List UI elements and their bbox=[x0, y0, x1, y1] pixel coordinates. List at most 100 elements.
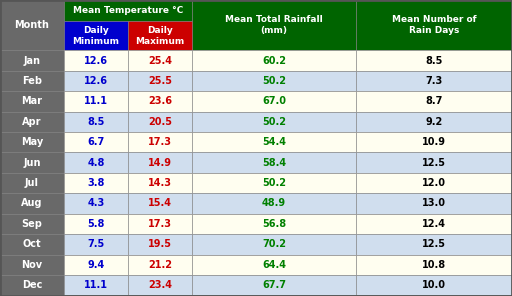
Bar bbox=[64, 275, 128, 295]
Bar bbox=[356, 173, 512, 193]
Bar bbox=[356, 234, 512, 255]
Text: 15.4: 15.4 bbox=[148, 199, 172, 208]
Bar bbox=[64, 132, 128, 152]
Text: Jun: Jun bbox=[23, 158, 41, 168]
Text: Mean Total Rainfall
(mm): Mean Total Rainfall (mm) bbox=[225, 15, 323, 35]
Text: 14.9: 14.9 bbox=[148, 158, 172, 168]
Bar bbox=[192, 0, 356, 50]
Bar bbox=[128, 71, 192, 91]
Text: 12.5: 12.5 bbox=[422, 239, 446, 249]
Bar bbox=[0, 71, 64, 91]
Bar bbox=[356, 91, 512, 112]
Text: 67.7: 67.7 bbox=[262, 280, 286, 290]
Text: Aug: Aug bbox=[22, 199, 42, 208]
Text: 8.5: 8.5 bbox=[88, 117, 104, 127]
Bar bbox=[0, 275, 64, 295]
Text: 8.7: 8.7 bbox=[425, 96, 442, 106]
Bar bbox=[192, 71, 356, 91]
Text: 9.4: 9.4 bbox=[88, 260, 104, 270]
Text: 13.0: 13.0 bbox=[422, 199, 446, 208]
Text: Dec: Dec bbox=[22, 280, 42, 290]
Text: 23.4: 23.4 bbox=[148, 280, 172, 290]
Bar bbox=[128, 112, 192, 132]
Bar bbox=[0, 193, 64, 214]
Bar bbox=[356, 152, 512, 173]
Bar bbox=[356, 50, 512, 71]
Bar bbox=[356, 275, 512, 295]
Text: Mar: Mar bbox=[22, 96, 42, 106]
Text: 20.5: 20.5 bbox=[148, 117, 172, 127]
Text: 58.4: 58.4 bbox=[262, 158, 286, 168]
Bar bbox=[0, 50, 64, 71]
Bar bbox=[64, 173, 128, 193]
Text: Oct: Oct bbox=[23, 239, 41, 249]
Text: 48.9: 48.9 bbox=[262, 199, 286, 208]
Text: 6.7: 6.7 bbox=[88, 137, 104, 147]
Bar bbox=[356, 71, 512, 91]
Bar bbox=[356, 112, 512, 132]
Text: 7.5: 7.5 bbox=[88, 239, 104, 249]
Bar bbox=[64, 214, 128, 234]
Bar bbox=[192, 152, 356, 173]
Text: Month: Month bbox=[14, 20, 50, 30]
Bar bbox=[192, 255, 356, 275]
Text: 8.5: 8.5 bbox=[425, 56, 442, 65]
Bar bbox=[0, 0, 64, 50]
Bar bbox=[0, 234, 64, 255]
Bar bbox=[0, 132, 64, 152]
Text: 10.0: 10.0 bbox=[422, 280, 446, 290]
Text: 7.3: 7.3 bbox=[425, 76, 442, 86]
Bar bbox=[192, 50, 356, 71]
Bar bbox=[128, 173, 192, 193]
Text: 64.4: 64.4 bbox=[262, 260, 286, 270]
Bar bbox=[0, 152, 64, 173]
Text: 11.1: 11.1 bbox=[84, 280, 108, 290]
Text: Nov: Nov bbox=[22, 260, 42, 270]
Text: 70.2: 70.2 bbox=[262, 239, 286, 249]
Text: 25.4: 25.4 bbox=[148, 56, 172, 65]
Bar bbox=[64, 0, 192, 21]
Text: Jan: Jan bbox=[24, 56, 40, 65]
Bar bbox=[128, 193, 192, 214]
Text: 4.3: 4.3 bbox=[88, 199, 104, 208]
Bar bbox=[64, 193, 128, 214]
Bar bbox=[128, 275, 192, 295]
Text: 10.8: 10.8 bbox=[422, 260, 446, 270]
Text: Daily
Minimum: Daily Minimum bbox=[73, 26, 119, 46]
Text: 12.5: 12.5 bbox=[422, 158, 446, 168]
Text: 12.0: 12.0 bbox=[422, 178, 446, 188]
Text: 5.8: 5.8 bbox=[88, 219, 104, 229]
Text: Mean Temperature °C: Mean Temperature °C bbox=[73, 6, 183, 15]
Bar bbox=[128, 50, 192, 71]
Text: 9.2: 9.2 bbox=[425, 117, 442, 127]
Bar bbox=[64, 91, 128, 112]
Bar bbox=[128, 152, 192, 173]
Bar bbox=[356, 255, 512, 275]
Bar bbox=[356, 193, 512, 214]
Bar bbox=[64, 255, 128, 275]
Text: 60.2: 60.2 bbox=[262, 56, 286, 65]
Text: 50.2: 50.2 bbox=[262, 117, 286, 127]
Text: 54.4: 54.4 bbox=[262, 137, 286, 147]
Text: 19.5: 19.5 bbox=[148, 239, 172, 249]
Bar bbox=[0, 214, 64, 234]
Text: 67.0: 67.0 bbox=[262, 96, 286, 106]
Text: Mean Number of
Rain Days: Mean Number of Rain Days bbox=[392, 15, 476, 35]
Text: 56.8: 56.8 bbox=[262, 219, 286, 229]
Bar bbox=[192, 132, 356, 152]
Bar bbox=[128, 214, 192, 234]
Bar bbox=[192, 214, 356, 234]
Bar bbox=[356, 0, 512, 50]
Bar bbox=[356, 132, 512, 152]
Text: 17.3: 17.3 bbox=[148, 219, 172, 229]
Bar bbox=[128, 234, 192, 255]
Bar bbox=[64, 152, 128, 173]
Bar bbox=[128, 21, 192, 50]
Bar bbox=[64, 112, 128, 132]
Bar bbox=[192, 173, 356, 193]
Text: Apr: Apr bbox=[22, 117, 42, 127]
Text: 10.9: 10.9 bbox=[422, 137, 446, 147]
Bar bbox=[128, 255, 192, 275]
Bar bbox=[356, 214, 512, 234]
Text: Jul: Jul bbox=[25, 178, 39, 188]
